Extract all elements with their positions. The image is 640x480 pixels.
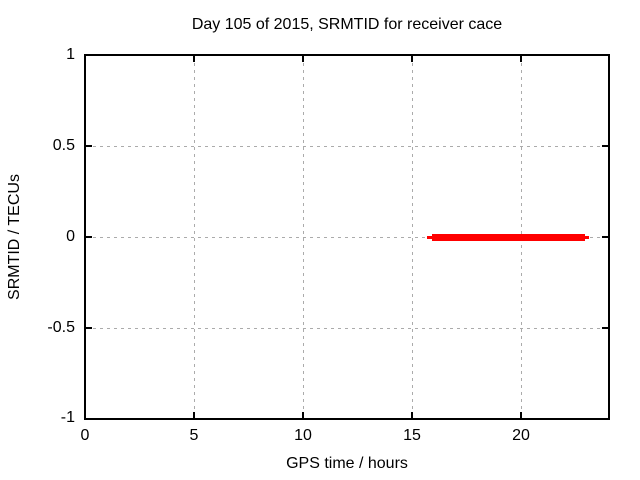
x-tick-label-0: 0: [80, 427, 90, 444]
x-tick-top-15: [411, 56, 413, 62]
x-tick-bottom-5: [193, 412, 195, 418]
y-gridline-0: [86, 237, 608, 238]
x-tick-bottom-10: [302, 412, 304, 418]
y-axis-label: SRMTID / TECUs: [6, 174, 23, 300]
x-tick-label-15: 15: [403, 427, 421, 444]
x-tick-bottom-15: [411, 412, 413, 418]
x-tick-top-5: [193, 56, 195, 62]
x-tick-top-20: [520, 56, 522, 62]
y-gridline-0.5: [86, 146, 608, 147]
y-tick-right-0: [602, 236, 608, 238]
series-srmtid-line-cap-right: [585, 236, 589, 239]
y-tick-label-0.5: 0.5: [52, 137, 75, 154]
x-tick-top-10: [302, 56, 304, 62]
series-srmtid-line-cap-left: [427, 236, 433, 239]
y-tick-label--1: -1: [60, 409, 75, 426]
chart-title: Day 105 of 2015, SRMTID for receiver cac…: [191, 16, 503, 33]
y-tick-label-1: 1: [66, 46, 75, 63]
x-tick-label-5: 5: [189, 427, 199, 444]
y-gridline--0.5: [86, 328, 608, 329]
y-tick-left-0: [86, 236, 92, 238]
x-axis-label: GPS time / hours: [286, 455, 408, 472]
x-tick-label-20: 20: [512, 427, 530, 444]
y-tick-right--0.5: [602, 327, 608, 329]
plot-frame: [84, 54, 610, 420]
series-srmtid-line: [432, 234, 585, 241]
x-tick-bottom-20: [520, 412, 522, 418]
y-tick-left-0.5: [86, 145, 92, 147]
y-tick-right-0.5: [602, 145, 608, 147]
y-tick-left--0.5: [86, 327, 92, 329]
y-tick-label-0: 0: [66, 228, 75, 245]
y-tick-label--0.5: -0.5: [47, 319, 75, 336]
x-tick-label-10: 10: [294, 427, 312, 444]
